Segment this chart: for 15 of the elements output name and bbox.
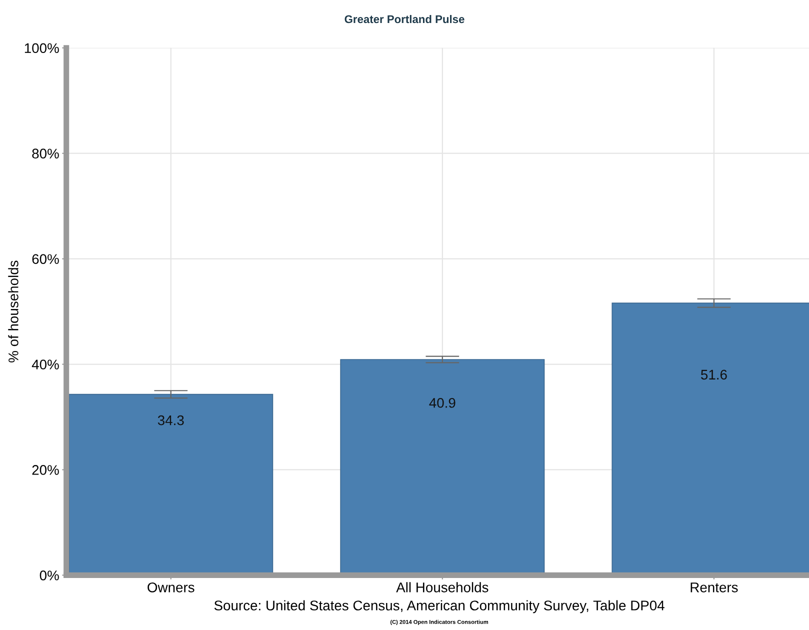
source-note: Source: United States Census, American Community Survey, Table DP04 [214,600,664,614]
chart-title: Greater Portland Pulse [344,14,464,24]
y-tick-label: 100% [24,43,59,54]
x-tick-label: Owners [148,582,194,592]
y-tick-label: 80% [32,148,59,159]
y-tick-label: 20% [32,465,59,475]
x-tick-label: All Households [396,582,488,592]
data-label: 51.6 [701,370,727,380]
y-tick-label: 60% [32,254,59,264]
y-tick-label: 0% [40,570,59,580]
y-axis-title: % of households [8,260,18,362]
data-label: 34.3 [158,415,184,426]
y-tick-label: 40% [32,360,59,370]
data-label: 40.9 [429,398,456,408]
x-tick-label: Renters [690,582,738,592]
